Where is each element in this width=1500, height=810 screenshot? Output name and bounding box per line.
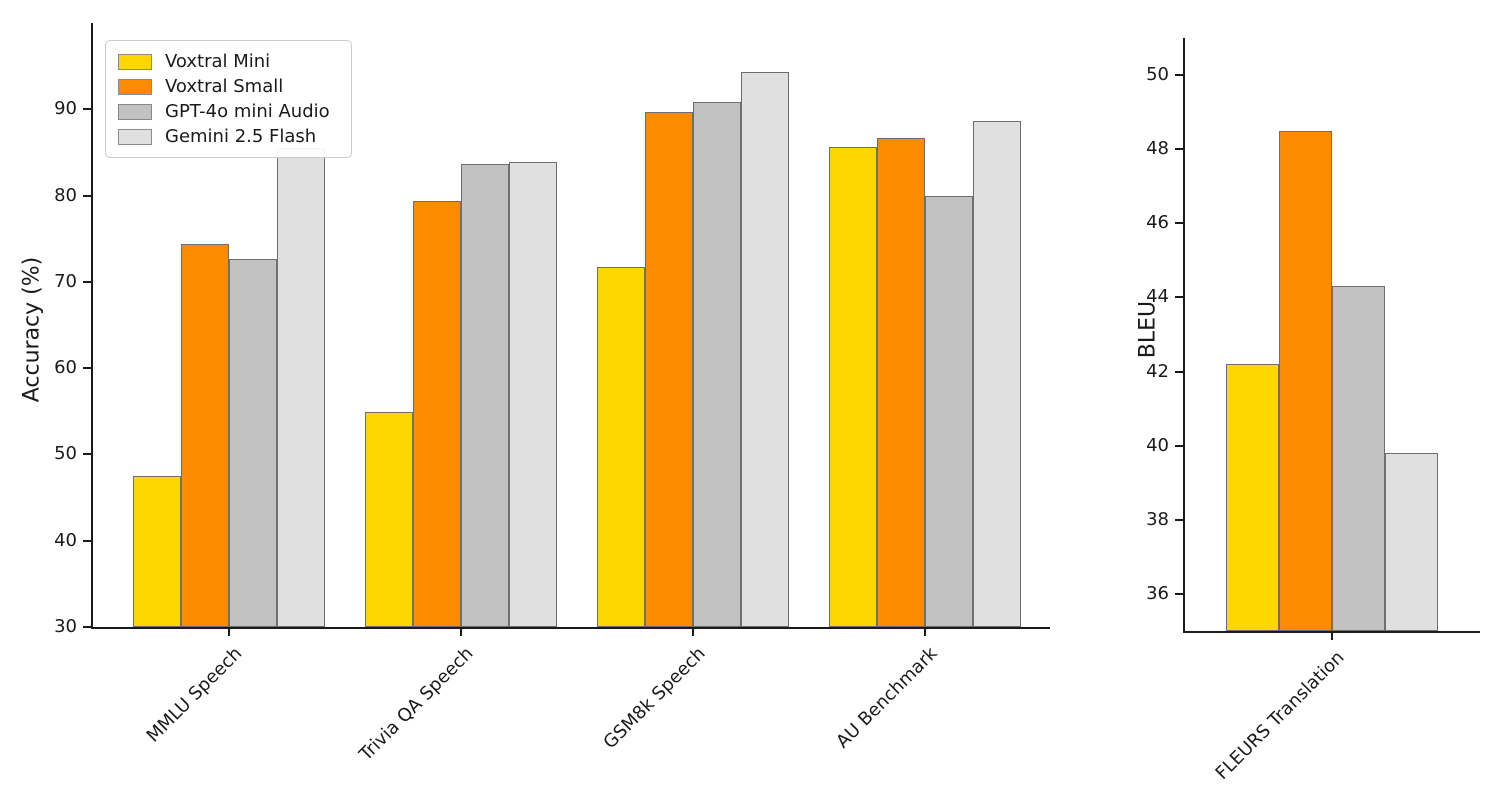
x-category-label: AU Benchmark — [832, 643, 942, 753]
bar-gemini-2-5-flash-au-benchmark — [973, 120, 1021, 627]
y-tick — [1175, 74, 1183, 77]
y-tick-label: 40 — [54, 529, 77, 551]
y-tick-label: 50 — [1146, 64, 1169, 86]
y-tick — [1175, 444, 1183, 447]
legend-label: Voxtral Mini — [165, 50, 271, 72]
legend-label: GPT-4o mini Audio — [165, 100, 330, 122]
y-tick — [1175, 296, 1183, 299]
bar-gemini-2-5-flash-trivia-qa-speech — [509, 161, 557, 627]
x-category-label: GSM8k Speech — [599, 643, 710, 754]
x-axis — [1183, 631, 1480, 633]
legend-label: Gemini 2.5 Flash — [165, 125, 317, 147]
y-tick-label: 50 — [54, 443, 77, 465]
legend-item: Voxtral Small — [118, 75, 339, 98]
x-tick — [924, 629, 926, 636]
bar-gpt-4o-mini-audio-au-benchmark — [925, 195, 973, 627]
bar-voxtral-small-gsm8k-speech — [645, 111, 693, 627]
bar-voxtral-small-au-benchmark — [877, 137, 925, 627]
bar-voxtral-small-fleurs-translation — [1279, 130, 1332, 631]
legend-label: Voxtral Small — [165, 75, 284, 97]
x-tick — [1331, 633, 1333, 640]
legend-swatch-voxtral-mini — [118, 53, 152, 70]
y-tick — [83, 194, 91, 197]
y-tick-label: 60 — [54, 357, 77, 379]
y-tick-label: 40 — [1146, 434, 1169, 456]
bar-gpt-4o-mini-audio-mmlu-speech — [229, 258, 277, 627]
y-tick — [83, 367, 91, 370]
legend-swatch-voxtral-small — [118, 78, 152, 95]
y-tick-label: 46 — [1146, 212, 1169, 234]
bar-voxtral-small-trivia-qa-speech — [413, 200, 461, 627]
bar-voxtral-mini-au-benchmark — [829, 147, 877, 627]
y-tick — [83, 280, 91, 283]
legend-swatch-gemini-25-flash — [118, 128, 152, 145]
y-tick-label: 48 — [1146, 138, 1169, 160]
x-category-label: FLEURS Translation — [1211, 647, 1349, 784]
x-tick — [460, 629, 462, 636]
y-tick-label: 44 — [1146, 286, 1169, 308]
y-axis-label-bleu: BLEU — [1135, 300, 1161, 359]
bar-gemini-2-5-flash-fleurs-translation — [1385, 453, 1438, 631]
legend-item: Voxtral Mini — [118, 50, 339, 73]
legend-swatch-gpt4o-mini-audio — [118, 103, 152, 120]
y-tick-label: 80 — [54, 184, 77, 206]
bar-gemini-2-5-flash-mmlu-speech — [277, 148, 325, 627]
x-tick — [228, 629, 230, 636]
y-tick — [1175, 370, 1183, 373]
y-tick — [1175, 518, 1183, 521]
y-tick — [83, 108, 91, 111]
y-tick-label: 42 — [1146, 360, 1169, 382]
y-tick — [83, 453, 91, 456]
bar-gpt-4o-mini-audio-fleurs-translation — [1332, 286, 1385, 631]
y-axis — [1183, 38, 1185, 633]
y-axis-label-accuracy: Accuracy (%) — [19, 256, 45, 403]
y-tick — [1175, 148, 1183, 151]
y-tick-label: 90 — [54, 98, 77, 120]
bar-voxtral-mini-gsm8k-speech — [597, 267, 645, 627]
bar-gemini-2-5-flash-gsm8k-speech — [741, 72, 789, 627]
y-tick-label: 70 — [54, 270, 77, 292]
bar-voxtral-mini-trivia-qa-speech — [365, 412, 413, 627]
x-axis — [91, 627, 1050, 629]
legend-item: GPT-4o mini Audio — [118, 100, 339, 123]
bar-voxtral-small-mmlu-speech — [181, 243, 229, 627]
y-tick — [83, 539, 91, 542]
y-tick — [1175, 592, 1183, 595]
bar-gpt-4o-mini-audio-trivia-qa-speech — [461, 163, 509, 627]
y-tick — [1175, 222, 1183, 225]
legend-item: Gemini 2.5 Flash — [118, 125, 339, 148]
y-tick-label: 36 — [1146, 582, 1169, 604]
bar-gpt-4o-mini-audio-gsm8k-speech — [693, 102, 741, 627]
y-tick — [83, 626, 91, 628]
y-tick-label: 38 — [1146, 508, 1169, 530]
y-axis — [91, 23, 93, 629]
x-tick — [692, 629, 694, 636]
x-category-label: MMLU Speech — [142, 643, 246, 747]
x-category-label: Trivia QA Speech — [355, 643, 478, 766]
bar-voxtral-mini-fleurs-translation — [1226, 364, 1279, 631]
legend: Voxtral Mini Voxtral Small GPT-4o mini A… — [105, 40, 352, 158]
bar-voxtral-mini-mmlu-speech — [133, 476, 181, 627]
y-tick-label: 30 — [54, 616, 77, 637]
